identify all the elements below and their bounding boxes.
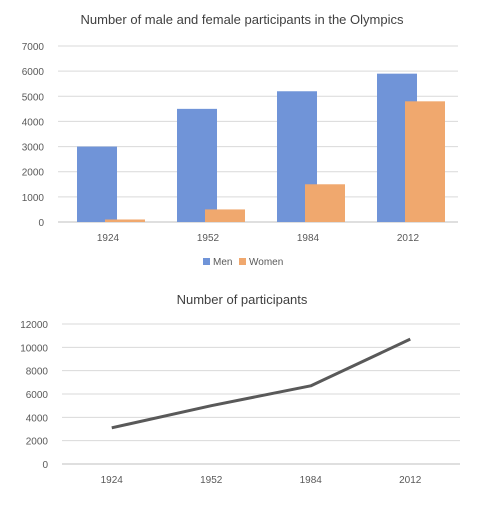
bar-chart-title: Number of male and female participants i… <box>81 12 404 27</box>
bar-y-tick-label: 3000 <box>22 143 45 154</box>
bar-men-1924 <box>77 146 117 222</box>
line-chart-series <box>111 337 411 430</box>
line-x-tick-label: 2012 <box>399 475 422 486</box>
bar-x-tick-label: 1924 <box>97 233 120 244</box>
bar-x-tick-label: 1952 <box>197 233 220 244</box>
legend-swatch-men <box>203 258 210 265</box>
bar-y-tick-label: 5000 <box>22 92 45 103</box>
line-x-tick-label: 1924 <box>101 475 124 486</box>
bar-women-1984 <box>305 184 345 222</box>
line-y-tick-label: 0 <box>42 460 48 471</box>
bar-men-1952 <box>177 108 217 222</box>
legend-label-women: Women <box>249 257 283 268</box>
bar-y-tick-label: 1000 <box>22 193 45 204</box>
line-y-tick-label: 6000 <box>26 390 49 401</box>
line-chart-x-tick-labels: 1924 1952 1984 2012 <box>101 475 422 486</box>
bar-x-tick-label: 2012 <box>397 233 420 244</box>
bar-y-tick-label: 7000 <box>22 42 45 53</box>
legend-swatch-women <box>239 258 246 265</box>
bar-women-2012 <box>405 101 445 222</box>
bar-chart-gridlines <box>58 45 458 223</box>
line-chart-y-tick-labels: 0 2000 4000 6000 8000 10000 12000 <box>20 320 48 471</box>
line-x-tick-label: 1952 <box>200 475 223 486</box>
line-y-tick-label: 4000 <box>26 413 49 424</box>
line-x-tick-label: 1984 <box>300 475 323 486</box>
participants-line <box>111 337 411 430</box>
bar-y-tick-label: 6000 <box>22 67 45 78</box>
bar-y-tick-label: 0 <box>38 218 44 229</box>
line-chart-gridlines <box>62 323 460 465</box>
line-y-tick-label: 12000 <box>20 320 48 331</box>
bar-women-1924 <box>105 219 145 222</box>
line-chart-title: Number of participants <box>177 292 308 307</box>
line-y-tick-label: 2000 <box>26 437 49 448</box>
bar-x-tick-label: 1984 <box>297 233 320 244</box>
bar-chart-y-tick-labels: 0 1000 2000 3000 4000 5000 6000 7000 <box>22 42 45 229</box>
line-y-tick-label: 10000 <box>20 343 48 354</box>
bar-chart-x-tick-labels: 1924 1952 1984 2012 <box>97 233 420 244</box>
bar-chart-bars <box>77 73 445 223</box>
bar-women-1952 <box>205 209 245 222</box>
bar-y-tick-label: 4000 <box>22 117 45 128</box>
bar-chart-legend: Men Women <box>203 257 283 268</box>
line-y-tick-label: 8000 <box>26 367 49 378</box>
legend-label-men: Men <box>213 257 232 268</box>
bar-y-tick-label: 2000 <box>22 168 45 179</box>
